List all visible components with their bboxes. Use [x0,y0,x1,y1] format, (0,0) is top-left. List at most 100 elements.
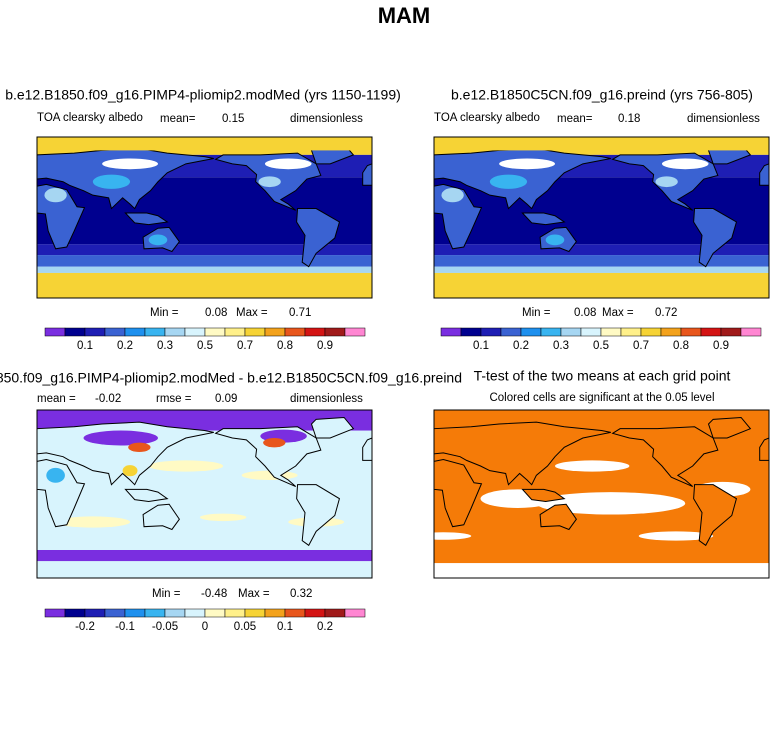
colorbar-box [344,327,366,337]
mean-value: 0.18 [618,113,640,125]
continent [759,163,770,186]
colorbar-box [224,608,246,618]
colorbar-box [164,608,186,618]
mean-value: -0.02 [95,393,121,405]
colorbar-label: 0.7 [237,340,253,352]
colorbar-label: 0.1 [77,340,93,352]
patch [83,430,158,446]
patch [441,187,464,203]
clipped-title: b.e12.B1850.f09_g16.PIMP4-pliomip2.modMe… [0,370,462,386]
colorbar-label: -0.05 [152,621,178,633]
colorbar-label: 0.5 [197,340,213,352]
panel-title: b.e12.B1850C5CN.f09_g16.preind (yrs 756-… [451,87,753,103]
colorbar-label: 0.3 [553,340,569,352]
ocean-band [434,266,769,273]
map-frame [433,136,770,299]
map-frame [36,409,373,579]
colorbar-label: 0.8 [277,340,293,352]
rmse-label: rmse = [156,393,192,405]
patch [655,176,678,188]
colorbar-box [284,608,306,618]
colorbar-label: 0.8 [673,340,689,352]
colorbar-box [324,327,346,337]
patch [545,234,565,246]
figure-title: MAM [378,3,431,28]
colorbar-box [124,327,146,337]
continent [310,416,355,439]
colorbar-box [264,327,286,337]
colorbar-box [204,608,226,618]
colorbar-label: 0.2 [513,340,529,352]
colorbar-label: 0.2 [117,340,133,352]
patch [264,158,312,170]
continent [296,484,341,547]
polar-band [434,272,769,298]
continent [362,437,373,461]
map-frame [433,409,770,579]
colorbar-box [560,327,582,337]
colorbar-label: 0.9 [713,340,729,352]
panel-subtitle: Colored cells are significant at the 0.0… [489,392,714,404]
patch [44,187,67,203]
ocean-band [434,244,769,256]
patch [263,438,286,448]
colorbar-box [580,327,602,337]
colorbar-box [124,608,146,618]
colorbar-box [344,608,366,618]
colorbar-box [144,608,166,618]
patch [661,158,709,170]
units: dimensionless [290,113,363,125]
colorbar-box [620,327,642,337]
colorbar-label: -0.1 [115,621,135,633]
colorbar-label: 0.7 [633,340,649,352]
colorbar-box [44,327,66,337]
colorbar-box [184,327,206,337]
max-label: Max = [238,588,270,600]
colorbar-label: 0.3 [157,340,173,352]
polar-band [434,563,769,578]
colorbar-box [520,327,542,337]
continent [539,503,577,531]
min-label: Min = [150,307,179,319]
patch [148,460,224,472]
colorbar-box [500,327,522,337]
min-label: Min = [152,588,181,600]
colorbar-box [660,327,682,337]
continent [759,437,770,461]
patch [489,174,528,189]
colorbar-box [84,327,106,337]
map [433,136,770,299]
colorbar-label: 0.1 [473,340,489,352]
polar-band [37,272,372,298]
colorbar-box [304,327,326,337]
continent [611,426,719,487]
colorbar-label: -0.2 [75,621,95,633]
continent [142,503,180,531]
map [36,136,373,299]
colorbar-box [164,327,186,337]
colorbar-box [244,608,266,618]
panel-title: T-test of the two means at each grid poi… [474,368,731,384]
patch [554,460,630,472]
polar-band [37,137,372,151]
patch [258,176,281,188]
continent [362,163,373,186]
colorbar-box [144,327,166,337]
colorbar-label: 0.2 [317,621,333,633]
variable: TOA clearsky albedo [37,112,143,124]
colorbar-box [224,327,246,337]
polar-band [434,137,769,151]
continent [296,208,341,268]
max-label: Max = [602,307,634,319]
colorbar-box [284,327,306,337]
continent [521,212,566,226]
colorbar-box [720,327,742,337]
colorbar-box [244,327,266,337]
continent [433,421,611,486]
continent [521,488,566,502]
continent [707,416,752,439]
colorbar-box [740,327,762,337]
colorbar-box [64,327,86,337]
units: dimensionless [290,393,363,405]
